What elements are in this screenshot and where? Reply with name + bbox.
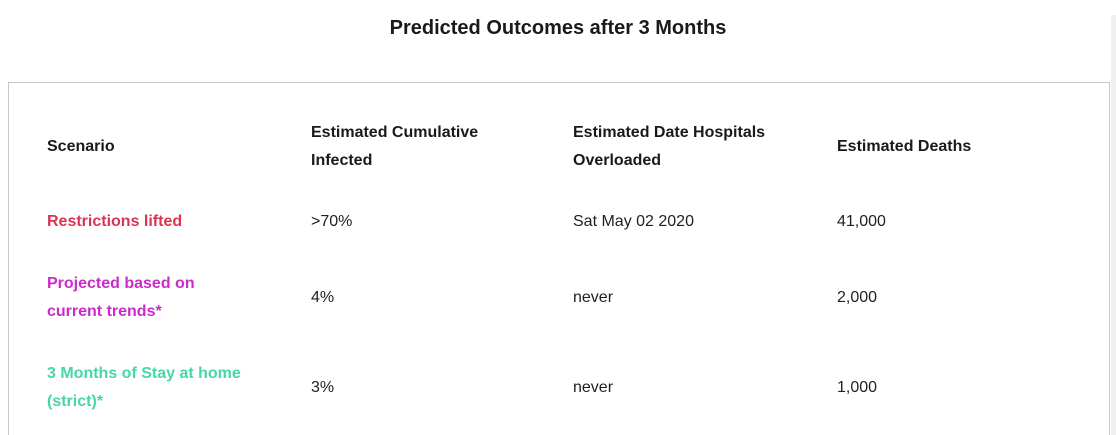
- hospitals-overloaded-value: never: [573, 289, 614, 306]
- scenario-label: Projected based on current trends*: [47, 275, 195, 320]
- column-header-scenario: Scenario: [47, 138, 115, 155]
- infected-value: 3%: [311, 379, 335, 396]
- hospitals-overloaded-value: Sat May 02 2020: [573, 213, 694, 230]
- page-title: Predicted Outcomes after 3 Months: [389, 17, 727, 39]
- table-header: Scenario Estimated Cumulative Infected E…: [47, 109, 1091, 191]
- table-row-stay-at-home: 3 Months of Stay at home (strict)* 3% ne…: [47, 343, 1091, 433]
- infected-value: 4%: [311, 289, 335, 306]
- column-header-estimated-deaths: Estimated Deaths: [837, 138, 972, 155]
- deaths-value: 41,000: [837, 213, 886, 230]
- outcomes-table: Scenario Estimated Cumulative Infected E…: [47, 109, 1091, 433]
- header-row: Scenario Estimated Cumulative Infected E…: [47, 109, 1091, 191]
- column-header-cumulative-infected: Estimated Cumulative Infected: [311, 124, 479, 169]
- outcomes-card: Scenario Estimated Cumulative Infected E…: [8, 82, 1110, 435]
- table-row-restrictions-lifted: Restrictions lifted >70% Sat May 02 2020…: [47, 191, 1091, 253]
- scenario-label: 3 Months of Stay at home (strict)*: [47, 365, 241, 410]
- deaths-value: 1,000: [837, 379, 878, 396]
- hospitals-overloaded-value: never: [573, 379, 614, 396]
- scenario-label: Restrictions lifted: [47, 213, 183, 230]
- column-header-hospitals-overloaded: Estimated Date Hospitals Overloaded: [573, 124, 766, 169]
- page-right-gutter: [1111, 15, 1116, 435]
- infected-value: >70%: [311, 213, 353, 230]
- table-row-current-trends: Projected based on current trends* 4% ne…: [47, 253, 1091, 343]
- deaths-value: 2,000: [837, 289, 878, 306]
- table-body: Restrictions lifted >70% Sat May 02 2020…: [47, 191, 1091, 433]
